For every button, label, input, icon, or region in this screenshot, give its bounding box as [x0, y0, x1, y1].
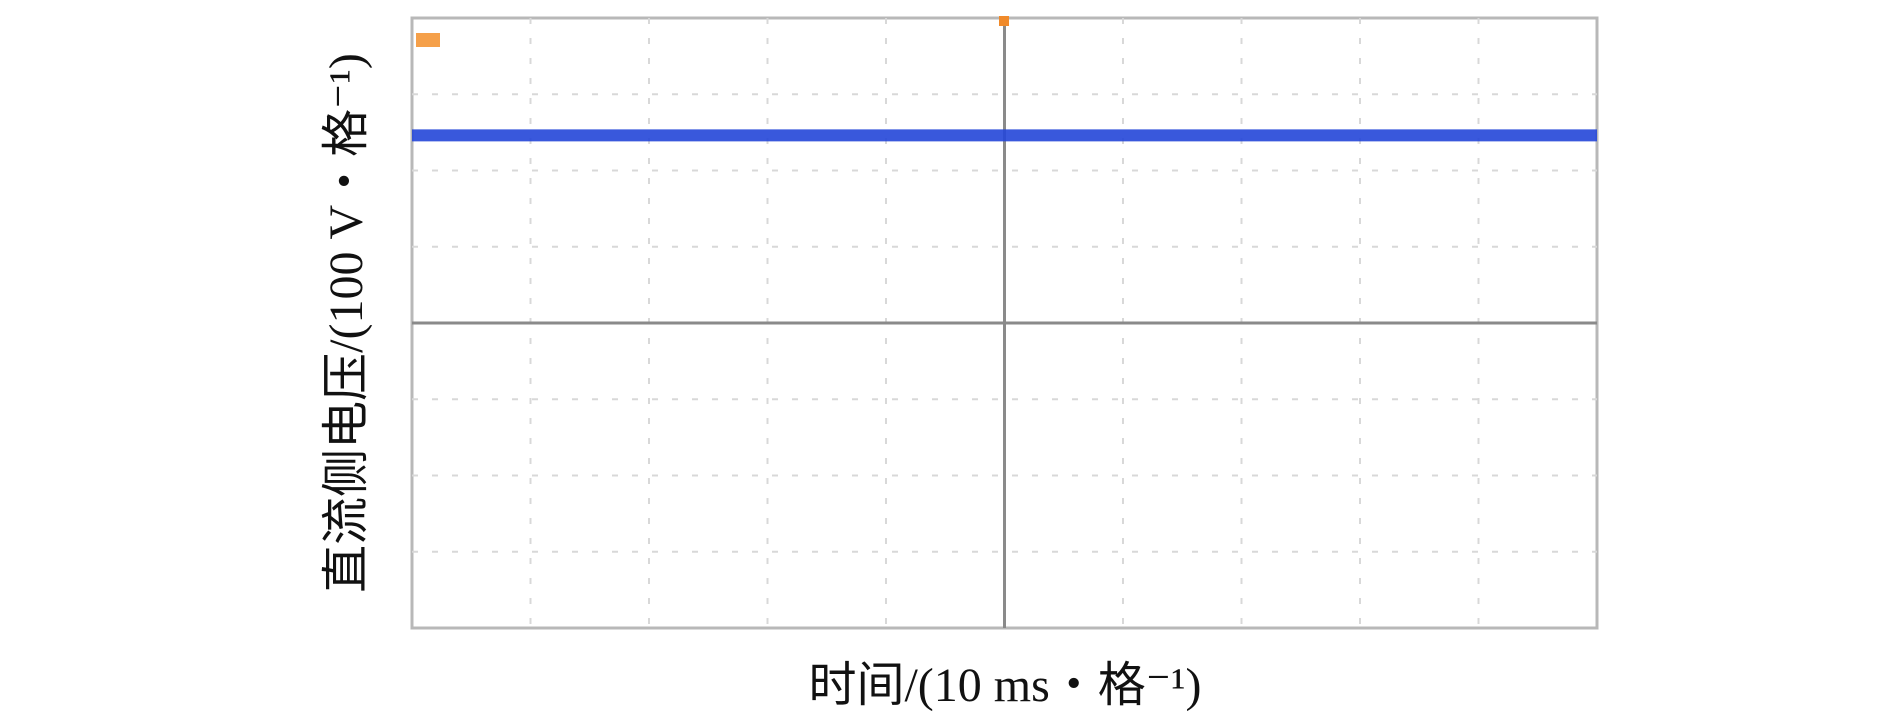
x-axis-label: 时间/(10 ms・格⁻¹): [808, 659, 1201, 712]
channel-marker: [416, 33, 440, 47]
y-axis-label: 直流侧电压/(100 V・格⁻¹): [320, 53, 373, 593]
grid: [412, 18, 1597, 628]
trigger-marker: [999, 16, 1009, 26]
